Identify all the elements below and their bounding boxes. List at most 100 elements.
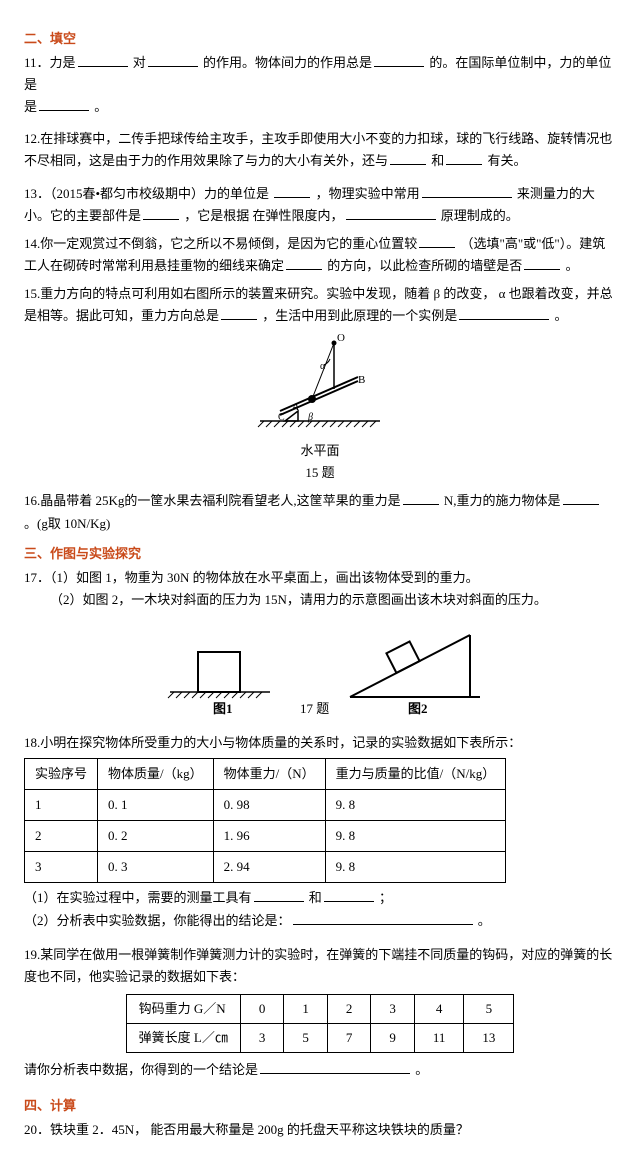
- blank: [254, 889, 304, 902]
- q19-tail: 请你分析表中数据，你得到的一个结论是 。: [24, 1059, 616, 1081]
- q18-table: 实验序号 物体质量/（kg） 物体重力/（N） 重力与质量的比值/（N/kg） …: [24, 758, 506, 883]
- q12-t3: 有关。: [488, 153, 527, 168]
- cell: 7: [327, 1023, 371, 1052]
- q18-p1a: （1）在实验过程中，需要的测量工具有: [24, 890, 252, 905]
- th: 重力与质量的比值/（N/kg）: [325, 759, 506, 790]
- q17-l1: 17．（1）如图 1，物重为 30N 的物体放在水平桌面上，画出该物体受到的重力…: [24, 567, 616, 589]
- q15: 15.重力方向的特点可利用如右图所示的装置来研究。实验中发现，随着 β 的改变，…: [24, 283, 616, 327]
- section-2-title: 二、填空: [24, 28, 616, 50]
- q15-cap1: 水平面: [24, 440, 616, 462]
- svg-text:B: B: [358, 374, 365, 386]
- q19: 19.某同学在做用一根弹簧制作弹簧测力计的实验时，在弹簧的下端挂不同质量的钩码，…: [24, 944, 616, 1081]
- blank: [274, 185, 310, 198]
- section-4-title: 四、计算: [24, 1095, 616, 1117]
- q18-p2: （2）分析表中实验数据，你能得出的结论是： 。: [24, 910, 616, 932]
- section-3-title: 三、作图与实验探究: [24, 543, 616, 565]
- blank: [390, 152, 426, 165]
- q16-t1: 16.晶晶带着 25Kg的一筐水果去福利院看望老人,这筐苹果的重力是: [24, 493, 401, 508]
- q14-t1: 14.你一定观赏过不倒翁，它之所以不易倾倒，是因为它的重心位置较: [24, 236, 417, 251]
- cell: 11: [414, 1023, 464, 1052]
- q12-t2: 和: [431, 153, 444, 168]
- q18-intro: 18.小明在探究物体所受重力的大小与物体质量的关系时，记录的实验数据如下表所示：: [24, 732, 616, 754]
- q18-p2a: （2）分析表中实验数据，你能得出的结论是：: [24, 913, 291, 928]
- blank: [143, 207, 179, 220]
- table-row: 实验序号 物体质量/（kg） 物体重力/（N） 重力与质量的比值/（N/kg）: [25, 759, 506, 790]
- th: 实验序号: [25, 759, 98, 790]
- q19-table: 钩码重力 G／N 0 1 2 3 4 5 弹簧长度 L／㎝ 3 5 7 9 11…: [126, 994, 515, 1053]
- cell: 4: [414, 994, 464, 1023]
- svg-text:C: C: [278, 412, 285, 423]
- q13: 13．（2015春•都匀市校级期中）力的单位是 ，物理实验中常用 来测量力的大小…: [24, 183, 616, 227]
- cell: 0. 2: [98, 821, 214, 852]
- q13-a: 13．（2015春•都匀市校级期中）力的单位是: [24, 186, 272, 201]
- q19-tail1: 请你分析表中数据，你得到的一个结论是: [24, 1062, 258, 1077]
- q16: 16.晶晶带着 25Kg的一筐水果去福利院看望老人,这筐苹果的重力是 N,重力的…: [24, 490, 616, 534]
- q18-p2b: 。: [478, 913, 491, 928]
- q11-t2: 对: [133, 55, 146, 70]
- cell: 13: [464, 1023, 514, 1052]
- q18: 18.小明在探究物体所受重力的大小与物体质量的关系时，记录的实验数据如下表所示：…: [24, 732, 616, 932]
- cell: 钩码重力 G／N: [126, 994, 240, 1023]
- cell: 2: [327, 994, 371, 1023]
- svg-text:17 题: 17 题: [300, 701, 329, 716]
- q11-t3: 的作用。物体间力的作用总是: [203, 55, 372, 70]
- table-row: 钩码重力 G／N 0 1 2 3 4 5: [126, 994, 514, 1023]
- q18-p1: （1）在实验过程中，需要的测量工具有 和 ；: [24, 887, 616, 909]
- table-row: 3 0. 3 2. 94 9. 8: [25, 852, 506, 883]
- cell: 弹簧长度 L／㎝: [126, 1023, 240, 1052]
- q11: 11．力是 对 的作用。物体间力的作用总是 的。在国际单位制中，力的单位是 是 …: [24, 52, 616, 118]
- blank: [422, 185, 512, 198]
- blank: [78, 54, 128, 67]
- cell: 9. 8: [325, 790, 506, 821]
- q15-t3: 。: [555, 308, 568, 323]
- svg-text:A: A: [291, 401, 299, 413]
- q18-p1b: 和: [309, 890, 322, 905]
- table-row: 弹簧长度 L／㎝ 3 5 7 9 11 13: [126, 1023, 514, 1052]
- blank: [260, 1061, 410, 1074]
- blank: [221, 307, 257, 320]
- blank: [148, 54, 198, 67]
- q15-cap2: 15 题: [24, 462, 616, 484]
- cell: 3: [240, 1023, 284, 1052]
- svg-text:β: β: [307, 412, 313, 423]
- q16-t3: 。(g取 10N/Kg): [24, 516, 110, 531]
- cell: 1. 96: [213, 821, 325, 852]
- q16-t2: N,重力的施力物体是: [444, 493, 561, 508]
- q19-tail2: 。: [415, 1062, 428, 1077]
- q15-t2: ，生活中用到此原理的一个实例是: [262, 308, 457, 323]
- cell: 9: [371, 1023, 415, 1052]
- th: 物体重力/（N）: [213, 759, 325, 790]
- svg-text:O: O: [337, 333, 345, 344]
- blank: [459, 307, 549, 320]
- svg-text:图1: 图1: [213, 701, 233, 716]
- q15-figure: O α B A C β 水平面 15 题: [24, 333, 616, 484]
- q12: 12.在排球赛中，二传手把球传给主攻手，主攻手即使用大小不变的力扣球，球的飞行线…: [24, 128, 616, 172]
- q11-t5: 。: [94, 99, 107, 114]
- cell: 5: [464, 994, 514, 1023]
- q17-l2: （2）如图 2，一木块对斜面的压力为 15N，请用力的示意图画出该木块对斜面的压…: [24, 589, 616, 611]
- q11-t1: 11．力是: [24, 55, 76, 70]
- table-row: 1 0. 1 0. 98 9. 8: [25, 790, 506, 821]
- q14-t3: 的方向，以此检查所砌的墙壁是否: [327, 258, 522, 273]
- q14: 14.你一定观赏过不倒翁，它之所以不易倾倒，是因为它的重心位置较 （选填"高"或…: [24, 233, 616, 277]
- blank: [419, 235, 455, 248]
- lever-diagram: O α B A C β: [250, 333, 390, 433]
- svg-text:α: α: [320, 361, 326, 372]
- q18-p1c: ；: [379, 890, 392, 905]
- svg-text:图2: 图2: [408, 701, 428, 716]
- q17-diagrams: 图1 17 题 图2: [140, 617, 500, 717]
- cell: 2. 94: [213, 852, 325, 883]
- q17: 17．（1）如图 1，物重为 30N 的物体放在水平桌面上，画出该物体受到的重力…: [24, 567, 616, 611]
- blank: [293, 912, 473, 925]
- cell: 2: [25, 821, 98, 852]
- cell: 0. 1: [98, 790, 214, 821]
- cell: 0: [240, 994, 284, 1023]
- blank: [403, 492, 439, 505]
- blank: [346, 207, 436, 220]
- cell: 0. 98: [213, 790, 325, 821]
- q17-figures: 图1 17 题 图2: [24, 617, 616, 724]
- q20: 20．铁块重 2．45N， 能否用最大称量是 200g 的托盘天平称这块铁块的质…: [24, 1119, 616, 1141]
- blank: [524, 257, 560, 270]
- th: 物体质量/（kg）: [98, 759, 214, 790]
- cell: 1: [25, 790, 98, 821]
